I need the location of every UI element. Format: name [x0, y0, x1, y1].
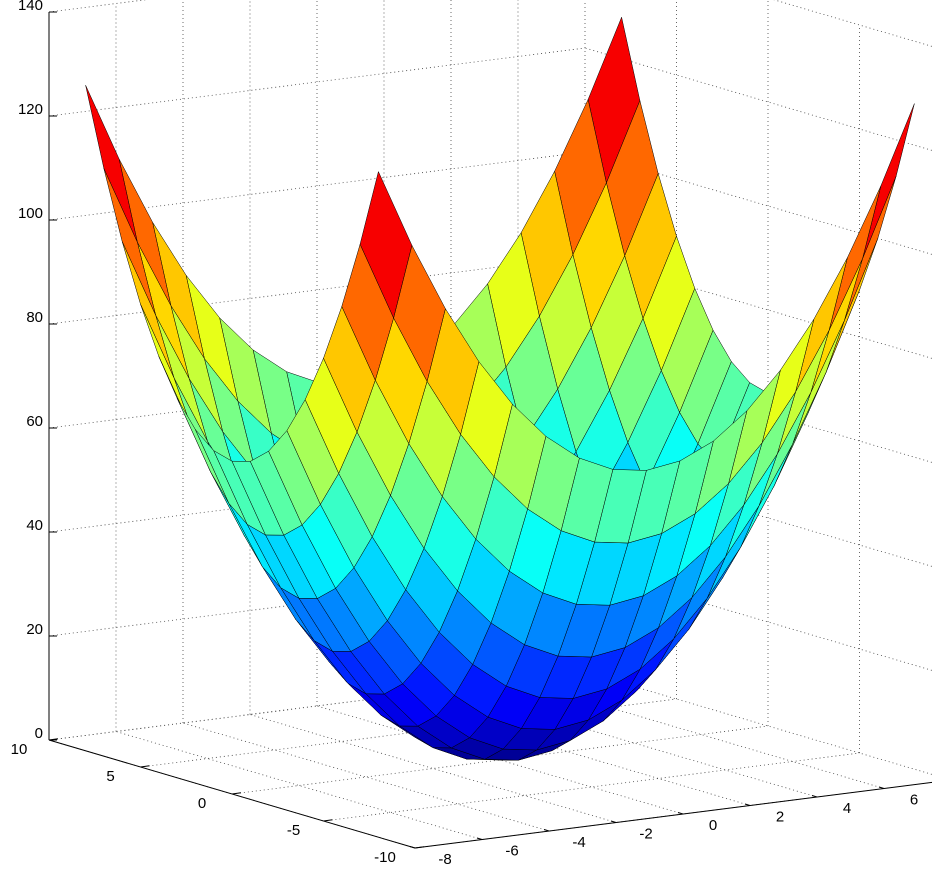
x-tick [811, 795, 818, 798]
z-tick-label: 80 [26, 309, 43, 326]
x-tick-label: -2 [639, 825, 652, 842]
z-tick-label: 20 [26, 621, 43, 638]
x-tick [409, 846, 416, 849]
z-tick-label: 140 [18, 0, 43, 14]
y-tick [140, 765, 150, 768]
x-tick-label: 4 [843, 800, 851, 817]
x-tick-label: -6 [505, 842, 518, 859]
x-tick-label: -4 [572, 834, 585, 851]
x-tick [677, 812, 684, 815]
y-tick-label: 5 [106, 768, 114, 785]
z-tick-label: 120 [18, 101, 43, 118]
x-tick-label: -8 [438, 851, 451, 868]
surface-patch [85, 84, 138, 243]
y-tick [323, 819, 333, 822]
x-tick [476, 837, 483, 840]
x-tick-label: 6 [910, 791, 918, 808]
y-tick [48, 738, 59, 741]
z-tick-label: 0 [35, 725, 43, 742]
surface-patch [828, 185, 882, 331]
x-tick [878, 786, 885, 789]
axis-line [414, 781, 932, 849]
z-tick-label: 40 [26, 517, 43, 534]
x-tick [610, 820, 617, 823]
x-tick-label: 2 [776, 808, 784, 825]
y-tick [414, 846, 425, 849]
x-tick [744, 803, 751, 806]
y-tick [231, 792, 242, 795]
x-tick-label: 0 [709, 817, 717, 834]
grid-line [773, 0, 932, 47]
y-tick-label: 10 [11, 741, 28, 758]
z-tick-label: 60 [26, 413, 43, 430]
y-tick-label: 0 [198, 795, 206, 812]
surface-patch [359, 171, 413, 319]
y-tick-label: -5 [287, 822, 300, 839]
surface-patch [862, 103, 915, 259]
z-tick-label: 100 [18, 205, 43, 222]
x-tick [543, 829, 550, 832]
y-tick-label: -10 [374, 849, 396, 866]
